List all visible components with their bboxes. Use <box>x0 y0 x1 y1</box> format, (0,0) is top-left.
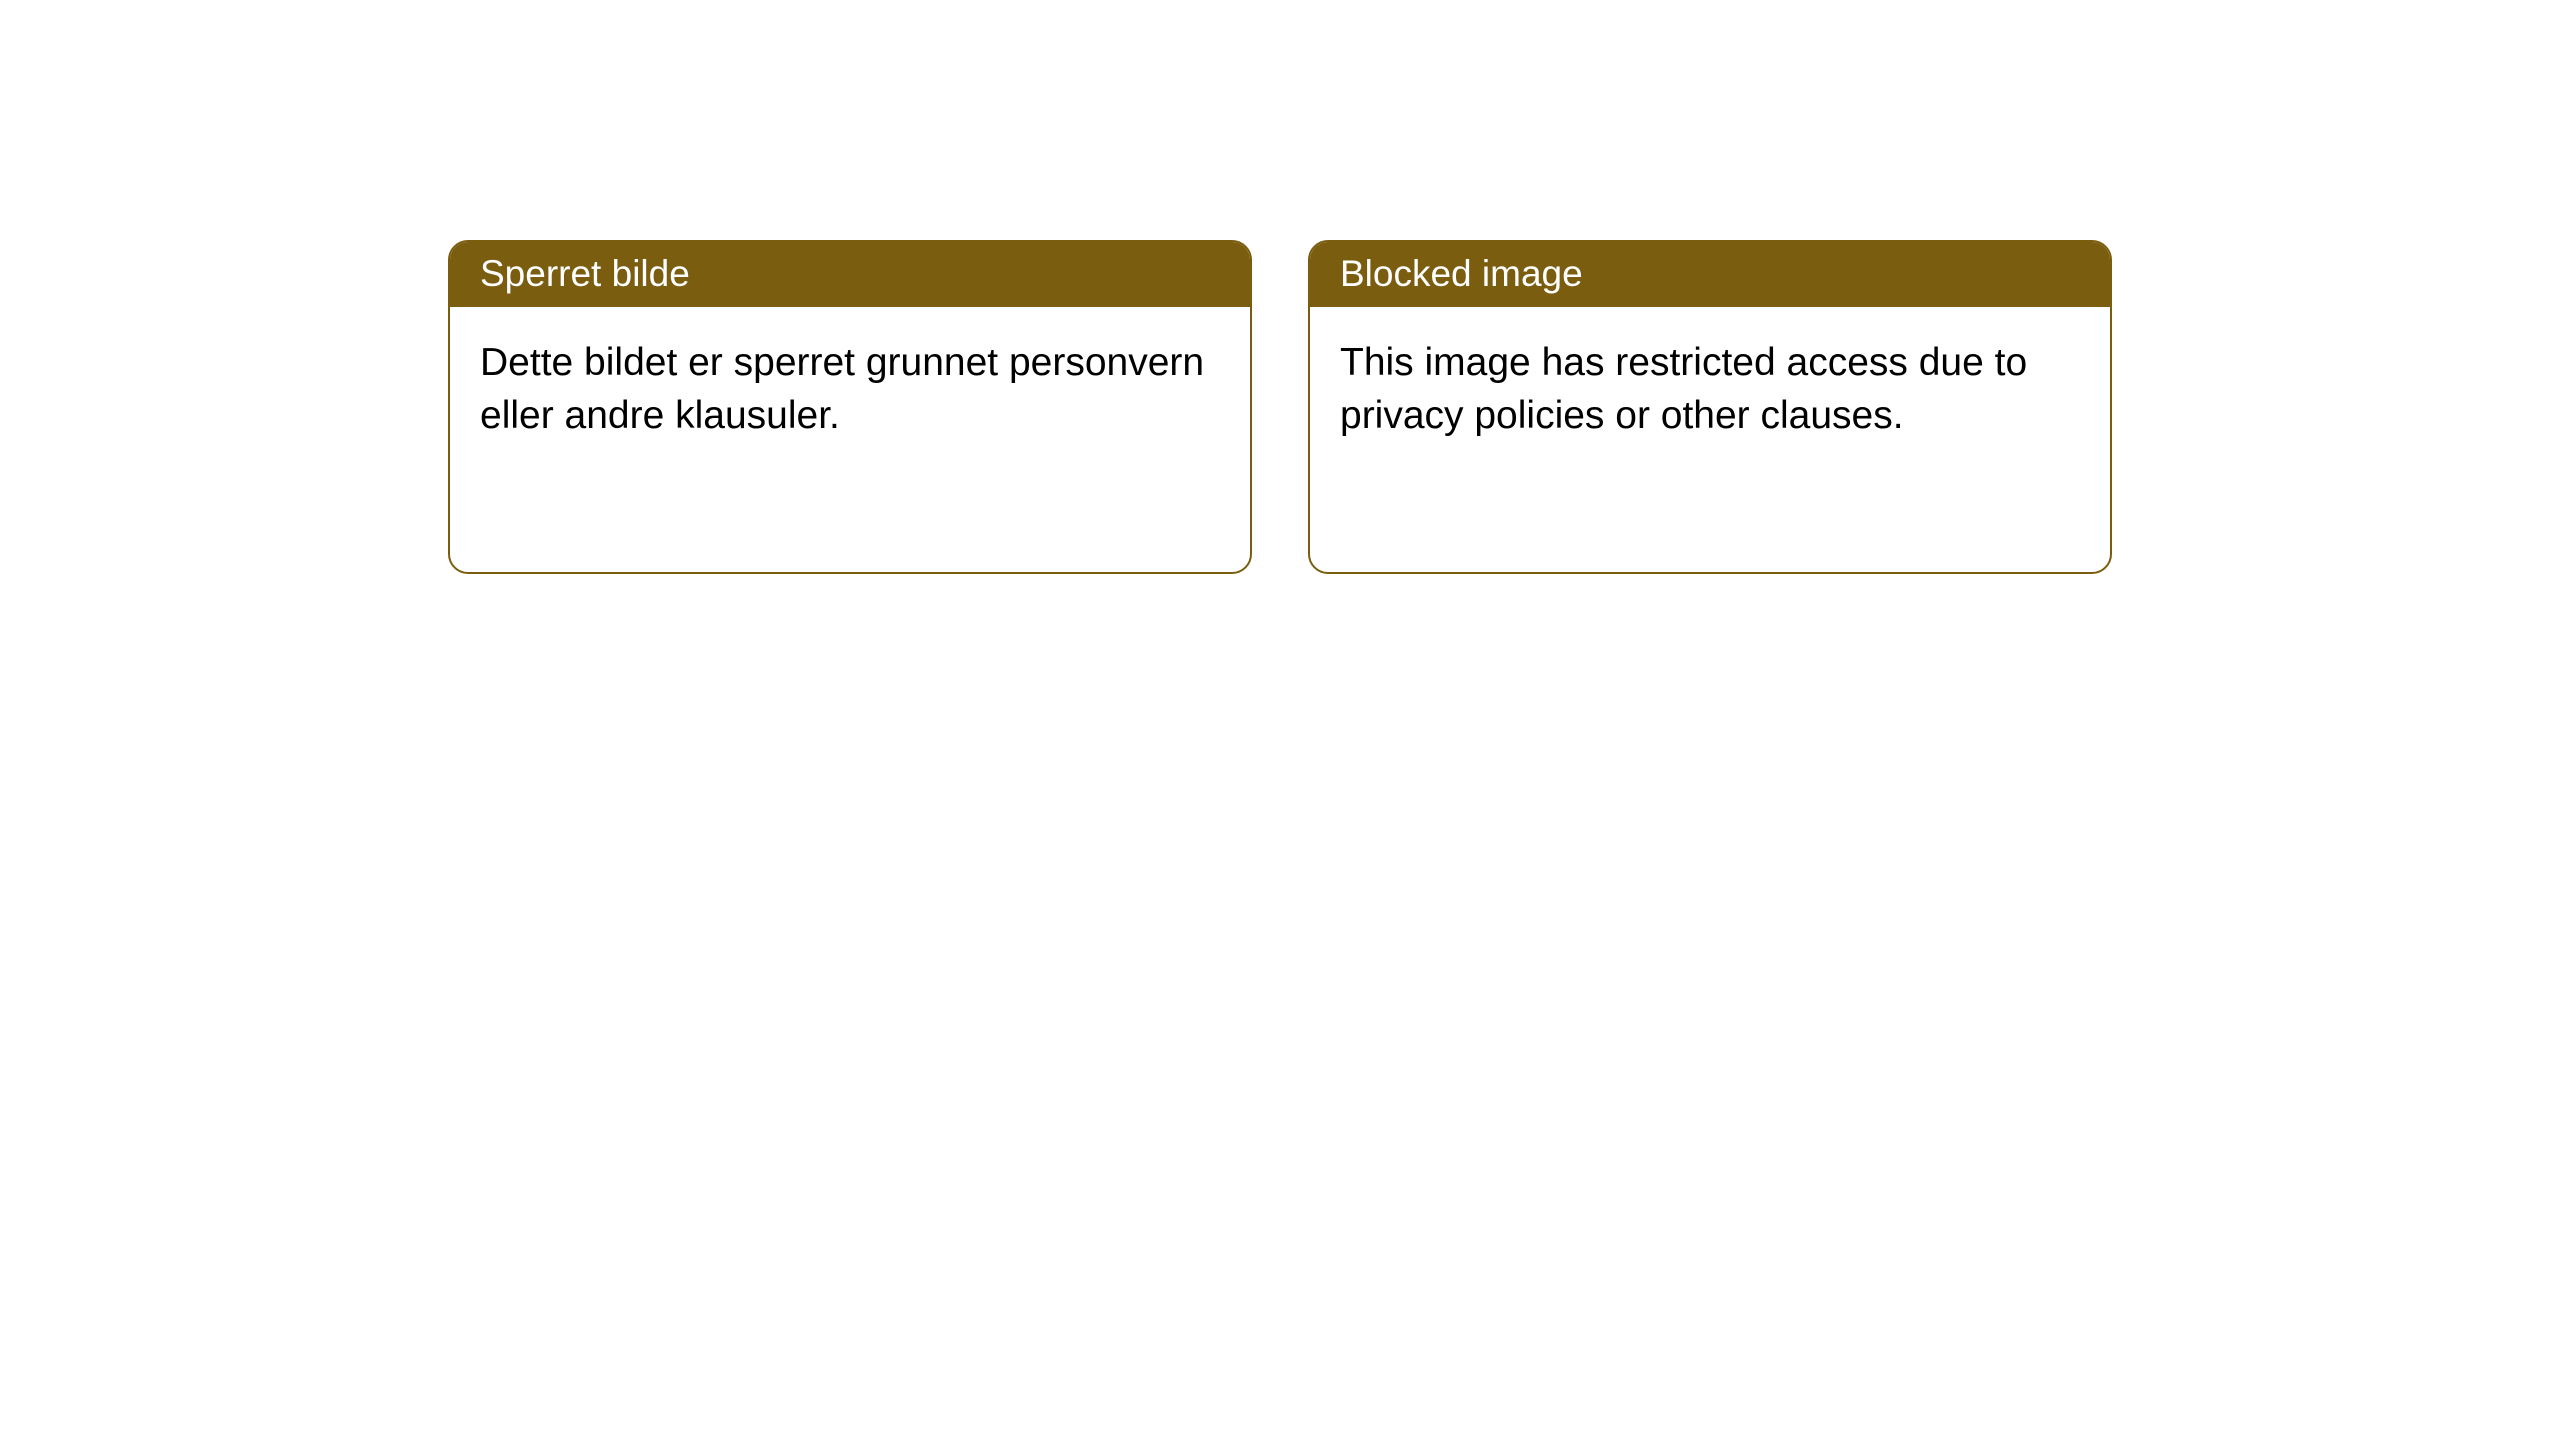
notice-header: Blocked image <box>1310 242 2110 307</box>
notice-body-text: This image has restricted access due to … <box>1340 341 2027 437</box>
notice-title: Sperret bilde <box>480 253 690 294</box>
notice-card-norwegian: Sperret bilde Dette bildet er sperret gr… <box>448 240 1252 574</box>
notice-body: This image has restricted access due to … <box>1310 307 2110 472</box>
notice-header: Sperret bilde <box>450 242 1250 307</box>
notice-body-text: Dette bildet er sperret grunnet personve… <box>480 341 1204 437</box>
notice-body: Dette bildet er sperret grunnet personve… <box>450 307 1250 472</box>
notice-container: Sperret bilde Dette bildet er sperret gr… <box>0 0 2560 574</box>
notice-title: Blocked image <box>1340 253 1583 294</box>
notice-card-english: Blocked image This image has restricted … <box>1308 240 2112 574</box>
